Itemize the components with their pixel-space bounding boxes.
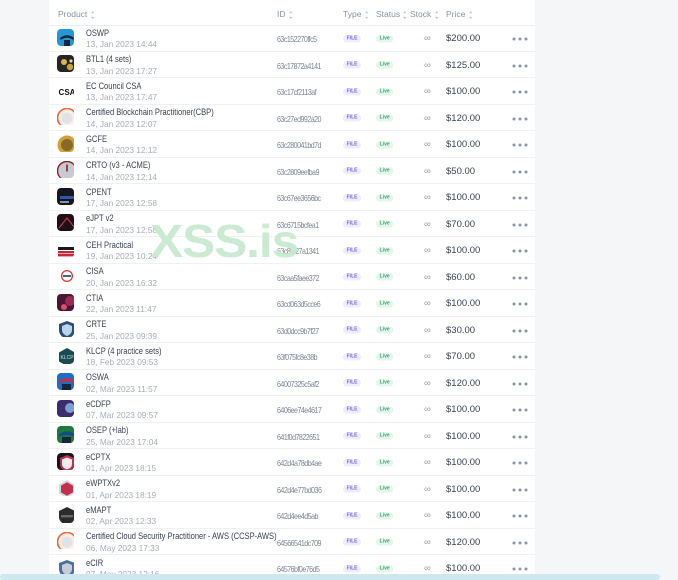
svg-text:CSA: CSA: [59, 88, 74, 97]
svg-text:KLCP: KLCP: [60, 355, 74, 361]
